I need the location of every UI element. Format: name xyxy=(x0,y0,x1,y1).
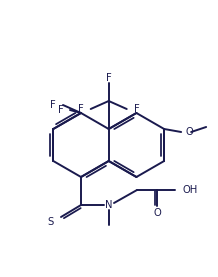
Text: F: F xyxy=(78,104,84,114)
Text: F: F xyxy=(58,105,64,115)
Text: S: S xyxy=(48,217,54,227)
Text: F: F xyxy=(50,100,56,110)
Text: OH: OH xyxy=(182,185,197,195)
Text: O: O xyxy=(185,127,193,137)
Text: N: N xyxy=(105,200,113,210)
Text: F: F xyxy=(106,73,112,83)
Text: O: O xyxy=(153,208,161,218)
Text: F: F xyxy=(134,104,140,114)
